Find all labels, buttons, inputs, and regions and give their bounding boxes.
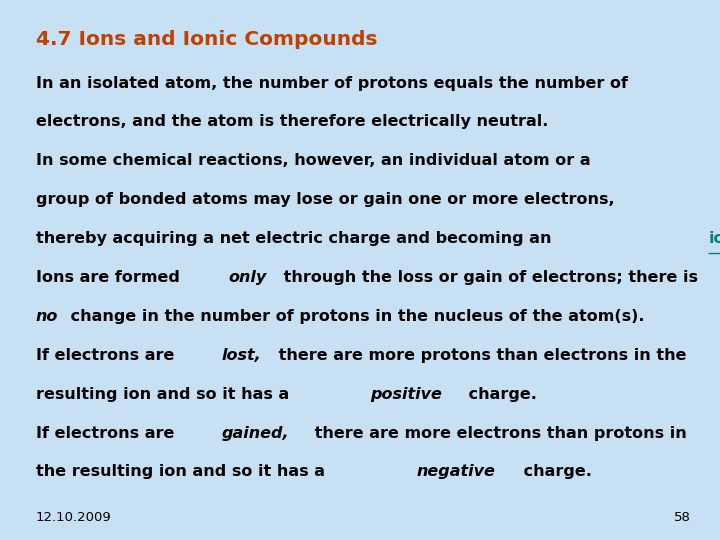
Text: Ions are formed: Ions are formed (36, 270, 186, 285)
Text: 4.7 Ions and Ionic Compounds: 4.7 Ions and Ionic Compounds (36, 30, 377, 49)
Text: negative: negative (416, 464, 495, 480)
Text: electrons, and the atom is therefore electrically neutral.: electrons, and the atom is therefore ele… (36, 114, 549, 130)
Text: positive: positive (370, 387, 442, 402)
Text: ion.: ion. (708, 231, 720, 246)
Text: there are more electrons than protons in: there are more electrons than protons in (309, 426, 687, 441)
Text: the resulting ion and so it has a: the resulting ion and so it has a (36, 464, 330, 480)
Text: In an isolated atom, the number of protons equals the number of: In an isolated atom, the number of proto… (36, 76, 628, 91)
Text: 12.10.2009: 12.10.2009 (36, 511, 112, 524)
Text: charge.: charge. (463, 387, 536, 402)
Text: If electrons are: If electrons are (36, 426, 180, 441)
Text: If electrons are: If electrons are (36, 348, 180, 363)
Text: resulting ion and so it has a: resulting ion and so it has a (36, 387, 295, 402)
Text: only: only (229, 270, 267, 285)
Text: no: no (36, 309, 58, 324)
Text: change in the number of protons in the nucleus of the atom(s).: change in the number of protons in the n… (65, 309, 644, 324)
Text: charge.: charge. (518, 464, 592, 480)
Text: gained,: gained, (222, 426, 289, 441)
Text: thereby acquiring a net electric charge and becoming an: thereby acquiring a net electric charge … (36, 231, 557, 246)
Text: 58: 58 (675, 511, 691, 524)
Text: there are more protons than electrons in the: there are more protons than electrons in… (273, 348, 687, 363)
Text: In some chemical reactions, however, an individual atom or a: In some chemical reactions, however, an … (36, 153, 590, 168)
Text: lost,: lost, (222, 348, 261, 363)
Text: through the loss or gain of electrons; there is: through the loss or gain of electrons; t… (278, 270, 698, 285)
Text: group of bonded atoms may lose or gain one or more electrons,: group of bonded atoms may lose or gain o… (36, 192, 615, 207)
